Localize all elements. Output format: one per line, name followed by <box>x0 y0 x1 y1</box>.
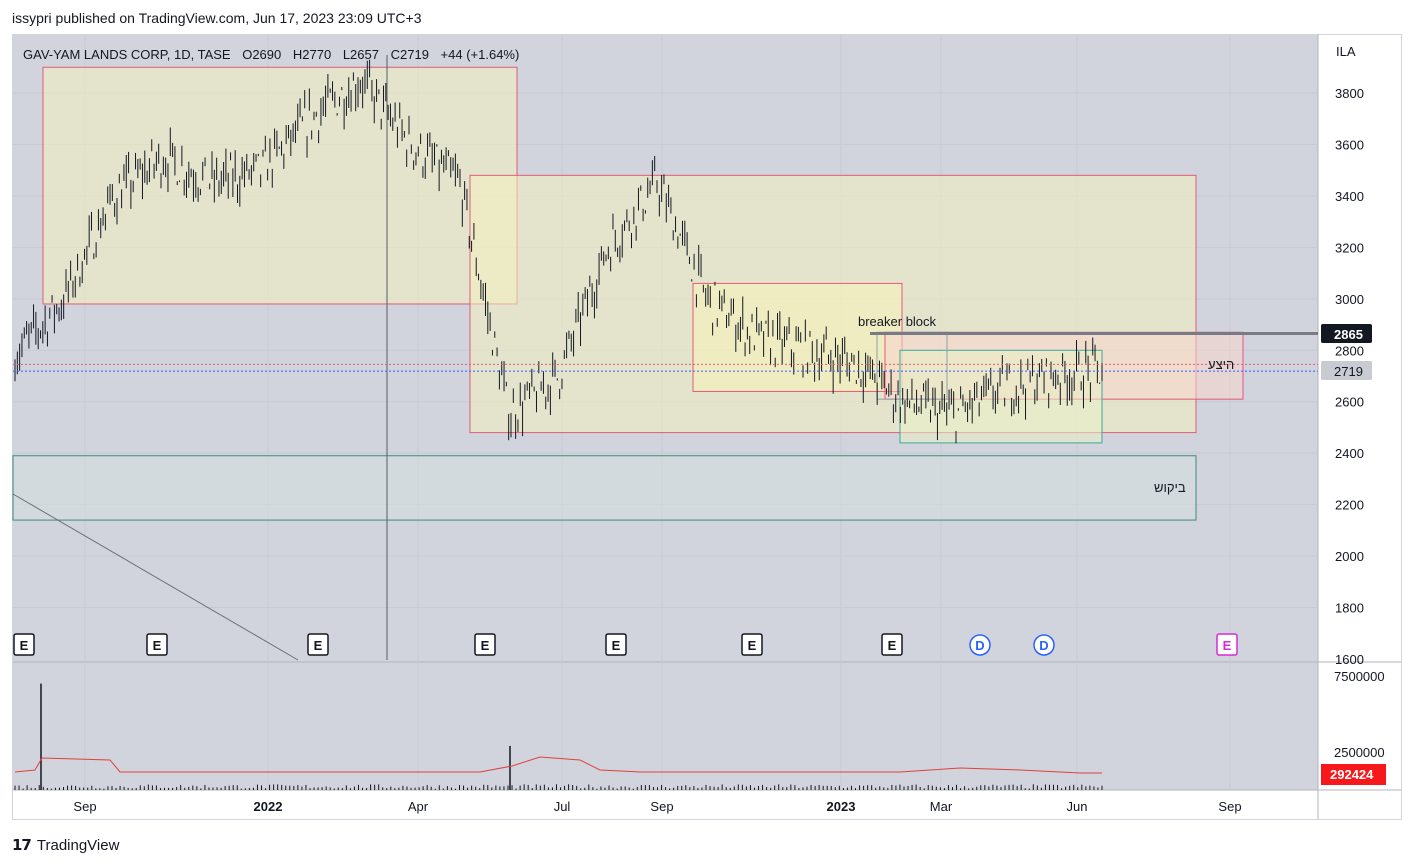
earnings-event-icon <box>474 633 496 656</box>
volume-axis[interactable]: 2500000 7500000 <box>1334 669 1385 760</box>
supply-label[interactable]: היצע <box>1208 357 1234 372</box>
time-tick-label: Mar <box>930 799 953 814</box>
earnings-event-label: E <box>612 638 621 653</box>
volume-ma-line <box>14 756 1102 774</box>
volume-last-tag <box>1321 764 1386 785</box>
time-tick-label: 2023 <box>827 799 856 814</box>
tradingview-footer[interactable]: 𝟭𝟳 TradingView <box>12 836 120 855</box>
earnings-event-label: E <box>1223 638 1232 653</box>
publish-header: issypri published on TradingView.com, Ju… <box>12 10 422 26</box>
drawings <box>12 55 1318 661</box>
price-tick-label: 1800 <box>1335 601 1364 616</box>
time-tick-label: Sep <box>1218 799 1241 814</box>
earnings-event-icon <box>741 633 763 656</box>
price-tick-label: 1600 <box>1335 652 1364 667</box>
last-price-tag <box>1321 361 1372 380</box>
earnings-event-icon <box>307 633 329 656</box>
volume-tick-label: 7500000 <box>1334 669 1385 684</box>
currency-label: ILA <box>1336 44 1356 59</box>
earnings-event-label: E <box>748 638 757 653</box>
earnings-event-icon <box>13 633 35 656</box>
time-axis[interactable]: Sep 2022 Apr Jul Sep 2023 Mar Jun Sep <box>73 799 1241 814</box>
chart-frame <box>12 34 1402 820</box>
earnings-event-label: E <box>20 638 29 653</box>
dividend-event-icon <box>969 634 991 656</box>
price-tick-label: 2800 <box>1335 343 1364 358</box>
volume-last-text: 292424 <box>1330 767 1374 782</box>
earnings-event-label: E <box>314 638 323 653</box>
earnings-event-label: E <box>481 638 490 653</box>
time-tick-label: Sep <box>650 799 673 814</box>
zone-rect <box>42 66 518 305</box>
breaker-block-label[interactable]: breaker block <box>858 314 937 329</box>
volume-pane[interactable] <box>13 662 1318 790</box>
price-tick-label: 3000 <box>1335 292 1364 307</box>
price-bars <box>14 59 1103 444</box>
earnings-event-icon <box>881 633 903 656</box>
zone-rect <box>899 349 1103 444</box>
tradingview-logo-icon: 𝟭𝟳 <box>12 837 32 854</box>
tradingview-brand: TradingView <box>36 836 120 854</box>
earnings-event-icon <box>146 633 168 656</box>
volume-tick-label: 2500000 <box>1334 745 1385 760</box>
earnings-event-icon <box>1216 633 1238 656</box>
time-tick-label: 2022 <box>254 799 283 814</box>
time-tick-label: Apr <box>408 799 429 814</box>
price-axis[interactable]: 1600 1800 2000 2200 2400 2600 2800 3000 3200 3400… <box>1335 86 1364 667</box>
dividend-event-icon <box>1033 634 1055 656</box>
price-tick-label: 2000 <box>1335 549 1364 564</box>
trend-line <box>12 493 299 661</box>
price-tick-label: 3200 <box>1335 240 1364 255</box>
price-tick-label: 3600 <box>1335 137 1364 152</box>
legend-symbol[interactable]: GAV-YAM LANDS CORP, 1D, TASE O2690 H2770… <box>23 47 519 62</box>
price-tick-label: 2200 <box>1335 498 1364 513</box>
volume-bars <box>14 683 1103 790</box>
dividend-event-label: D <box>1039 638 1048 653</box>
earnings-event-icon <box>605 633 627 656</box>
demand-label[interactable]: ביקוש <box>1154 480 1186 495</box>
zone-rect <box>692 282 903 392</box>
price-tick-label: 2600 <box>1335 395 1364 410</box>
zone-rect <box>12 455 1197 521</box>
time-tick-label: Sep <box>73 799 96 814</box>
dividend-event-label: D <box>975 638 984 653</box>
zones <box>12 66 1244 521</box>
time-tick-label: Jul <box>554 799 571 814</box>
price-tick-label: 3800 <box>1335 86 1364 101</box>
last-price-text: 2719 <box>1334 364 1363 379</box>
earnings-event-label: E <box>153 638 162 653</box>
level-price-tag <box>1321 324 1372 343</box>
level-price-text: 2865 <box>1334 327 1363 342</box>
earnings-event-label: E <box>888 638 897 653</box>
time-tick-label: Jun <box>1067 799 1088 814</box>
price-tick-label: 2400 <box>1335 446 1364 461</box>
price-tick-label: 3400 <box>1335 189 1364 204</box>
